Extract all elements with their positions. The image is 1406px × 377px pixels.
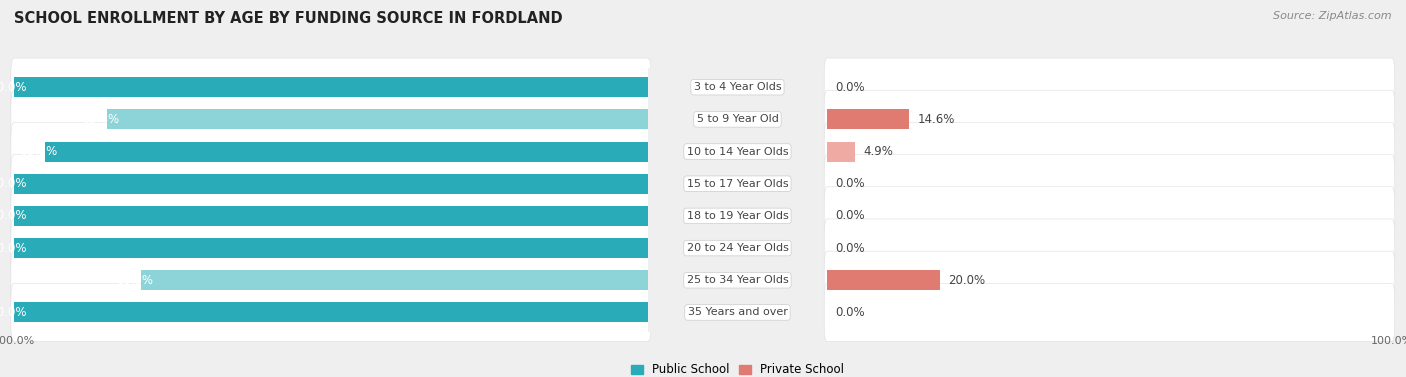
FancyBboxPatch shape [824,219,1395,277]
FancyBboxPatch shape [824,284,1395,342]
Bar [141,270,648,290]
FancyBboxPatch shape [11,219,651,277]
Bar [827,109,910,129]
Text: Source: ZipAtlas.com: Source: ZipAtlas.com [1274,11,1392,21]
FancyBboxPatch shape [11,58,651,116]
FancyBboxPatch shape [824,155,1395,213]
Bar [14,174,648,194]
Bar [45,141,648,161]
FancyBboxPatch shape [11,90,651,149]
Text: 0.0%: 0.0% [835,306,865,319]
FancyBboxPatch shape [824,58,1395,116]
FancyBboxPatch shape [11,187,651,245]
Text: 18 to 19 Year Olds: 18 to 19 Year Olds [686,211,789,221]
Text: 100.0%: 100.0% [0,81,27,93]
Bar [827,141,855,161]
Text: 3 to 4 Year Olds: 3 to 4 Year Olds [693,82,782,92]
Text: 4.9%: 4.9% [863,145,893,158]
Bar [107,109,648,129]
Bar [827,270,941,290]
FancyBboxPatch shape [11,155,651,213]
Text: 85.4%: 85.4% [82,113,120,126]
Text: 80.0%: 80.0% [117,274,153,287]
FancyBboxPatch shape [11,284,651,342]
Text: 5 to 9 Year Old: 5 to 9 Year Old [696,114,779,124]
FancyBboxPatch shape [11,251,651,310]
Text: SCHOOL ENROLLMENT BY AGE BY FUNDING SOURCE IN FORDLAND: SCHOOL ENROLLMENT BY AGE BY FUNDING SOUR… [14,11,562,26]
Text: 100.0%: 100.0% [0,209,27,222]
FancyBboxPatch shape [824,90,1395,149]
Text: 0.0%: 0.0% [835,242,865,254]
Text: 0.0%: 0.0% [835,177,865,190]
FancyBboxPatch shape [824,123,1395,181]
Text: 95.1%: 95.1% [21,145,58,158]
Text: 10 to 14 Year Olds: 10 to 14 Year Olds [686,147,789,156]
Text: 14.6%: 14.6% [918,113,955,126]
Legend: Public School, Private School: Public School, Private School [626,359,849,377]
Text: 0.0%: 0.0% [835,81,865,93]
Text: 25 to 34 Year Olds: 25 to 34 Year Olds [686,275,789,285]
Text: 35 Years and over: 35 Years and over [688,308,787,317]
Text: 20.0%: 20.0% [949,274,986,287]
Text: 100.0%: 100.0% [0,242,27,254]
Bar [14,302,648,322]
Bar [14,238,648,258]
Bar [14,77,648,97]
Text: 100.0%: 100.0% [0,306,27,319]
FancyBboxPatch shape [824,187,1395,245]
Text: 15 to 17 Year Olds: 15 to 17 Year Olds [686,179,789,189]
Text: 20 to 24 Year Olds: 20 to 24 Year Olds [686,243,789,253]
FancyBboxPatch shape [11,123,651,181]
Text: 0.0%: 0.0% [835,209,865,222]
Text: 100.0%: 100.0% [0,177,27,190]
Bar [14,206,648,226]
FancyBboxPatch shape [824,251,1395,310]
